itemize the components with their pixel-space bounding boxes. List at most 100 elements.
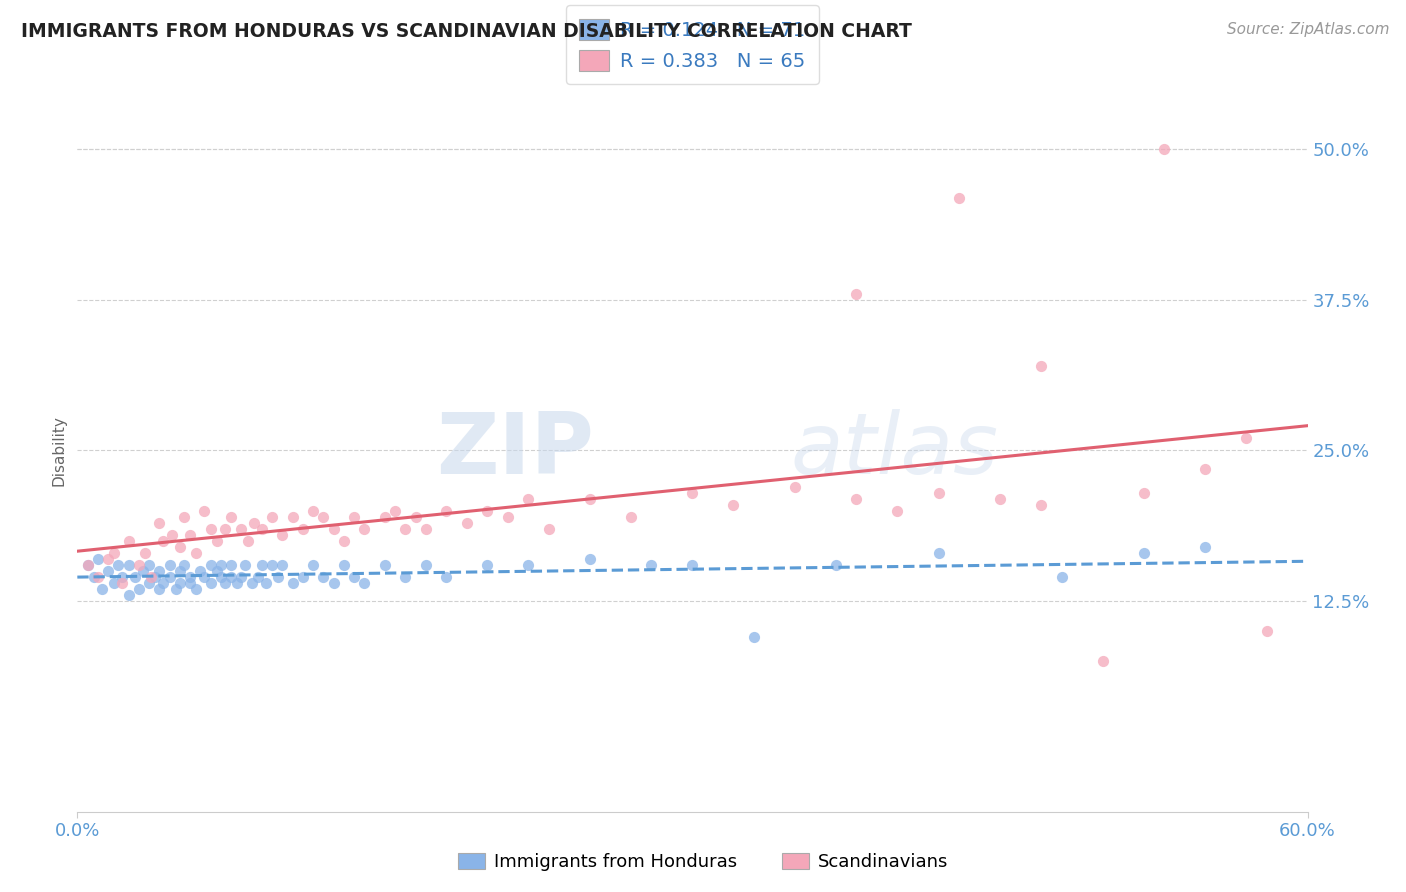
Point bbox=[281, 509, 304, 524]
Point bbox=[271, 528, 294, 542]
Point bbox=[322, 576, 344, 591]
Point bbox=[179, 528, 201, 542]
Point bbox=[188, 564, 212, 578]
Point bbox=[436, 503, 458, 517]
Point bbox=[240, 576, 263, 591]
Point bbox=[117, 533, 139, 548]
Point bbox=[477, 503, 499, 517]
Point bbox=[103, 546, 125, 560]
Point bbox=[948, 191, 970, 205]
Text: ZIP: ZIP bbox=[436, 409, 595, 492]
Point bbox=[250, 522, 273, 536]
Text: IMMIGRANTS FROM HONDURAS VS SCANDINAVIAN DISABILITY CORRELATION CHART: IMMIGRANTS FROM HONDURAS VS SCANDINAVIAN… bbox=[21, 22, 912, 41]
Point bbox=[267, 570, 290, 584]
Point bbox=[394, 570, 416, 584]
Point bbox=[640, 558, 662, 572]
Point bbox=[1234, 432, 1257, 446]
Point bbox=[173, 509, 195, 524]
Text: atlas: atlas bbox=[792, 409, 998, 492]
Point bbox=[333, 533, 356, 548]
Legend: R = 0.124   N = 71, R = 0.383   N = 65: R = 0.124 N = 71, R = 0.383 N = 65 bbox=[565, 5, 820, 85]
Point bbox=[291, 570, 314, 584]
Point bbox=[415, 522, 437, 536]
Point bbox=[200, 558, 222, 572]
Point bbox=[436, 570, 458, 584]
Point bbox=[1050, 570, 1073, 584]
Point bbox=[405, 509, 427, 524]
Point bbox=[312, 570, 335, 584]
Point bbox=[219, 570, 242, 584]
Point bbox=[205, 564, 228, 578]
Point bbox=[179, 570, 201, 584]
Point bbox=[87, 551, 110, 566]
Point bbox=[200, 576, 222, 591]
Point bbox=[205, 533, 228, 548]
Point bbox=[103, 576, 125, 591]
Point bbox=[537, 522, 560, 536]
Point bbox=[143, 570, 166, 584]
Point bbox=[928, 546, 950, 560]
Point bbox=[988, 491, 1011, 506]
Point bbox=[333, 558, 356, 572]
Point bbox=[134, 546, 156, 560]
Point bbox=[152, 533, 174, 548]
Point bbox=[723, 498, 745, 512]
Point bbox=[1194, 540, 1216, 554]
Point bbox=[236, 533, 259, 548]
Point bbox=[138, 576, 160, 591]
Point bbox=[742, 630, 765, 644]
Point bbox=[179, 576, 201, 591]
Point bbox=[76, 558, 98, 572]
Point bbox=[262, 509, 284, 524]
Point bbox=[83, 570, 105, 584]
Point bbox=[312, 509, 335, 524]
Point bbox=[343, 509, 366, 524]
Point bbox=[128, 558, 150, 572]
Point bbox=[477, 558, 499, 572]
Point bbox=[76, 558, 98, 572]
Point bbox=[173, 558, 195, 572]
Point bbox=[384, 503, 406, 517]
Point bbox=[291, 522, 314, 536]
Point bbox=[1256, 624, 1278, 639]
Point bbox=[219, 509, 242, 524]
Point bbox=[271, 558, 294, 572]
Point bbox=[1153, 142, 1175, 157]
Point bbox=[128, 582, 150, 596]
Point bbox=[111, 570, 134, 584]
Point bbox=[281, 576, 304, 591]
Point bbox=[246, 570, 269, 584]
Point bbox=[620, 509, 643, 524]
Point bbox=[845, 491, 868, 506]
Point bbox=[343, 570, 366, 584]
Point bbox=[302, 558, 325, 572]
Point bbox=[90, 582, 114, 596]
Point bbox=[152, 576, 174, 591]
Point bbox=[886, 503, 908, 517]
Point bbox=[242, 516, 264, 530]
Point bbox=[302, 503, 325, 517]
Point bbox=[682, 558, 704, 572]
Point bbox=[517, 558, 540, 572]
Point bbox=[148, 582, 170, 596]
Point bbox=[165, 582, 187, 596]
Point bbox=[200, 522, 222, 536]
Point bbox=[169, 564, 191, 578]
Point bbox=[226, 576, 249, 591]
Point bbox=[148, 516, 170, 530]
Point bbox=[1194, 461, 1216, 475]
Point bbox=[262, 558, 284, 572]
Point bbox=[254, 576, 277, 591]
Point bbox=[97, 564, 120, 578]
Point bbox=[169, 540, 191, 554]
Point bbox=[825, 558, 848, 572]
Point bbox=[928, 485, 950, 500]
Point bbox=[1132, 485, 1154, 500]
Point bbox=[231, 522, 253, 536]
Point bbox=[159, 570, 181, 584]
Point bbox=[235, 558, 257, 572]
Point bbox=[496, 509, 519, 524]
Point bbox=[169, 576, 191, 591]
Point bbox=[1029, 359, 1052, 373]
Point bbox=[374, 509, 396, 524]
